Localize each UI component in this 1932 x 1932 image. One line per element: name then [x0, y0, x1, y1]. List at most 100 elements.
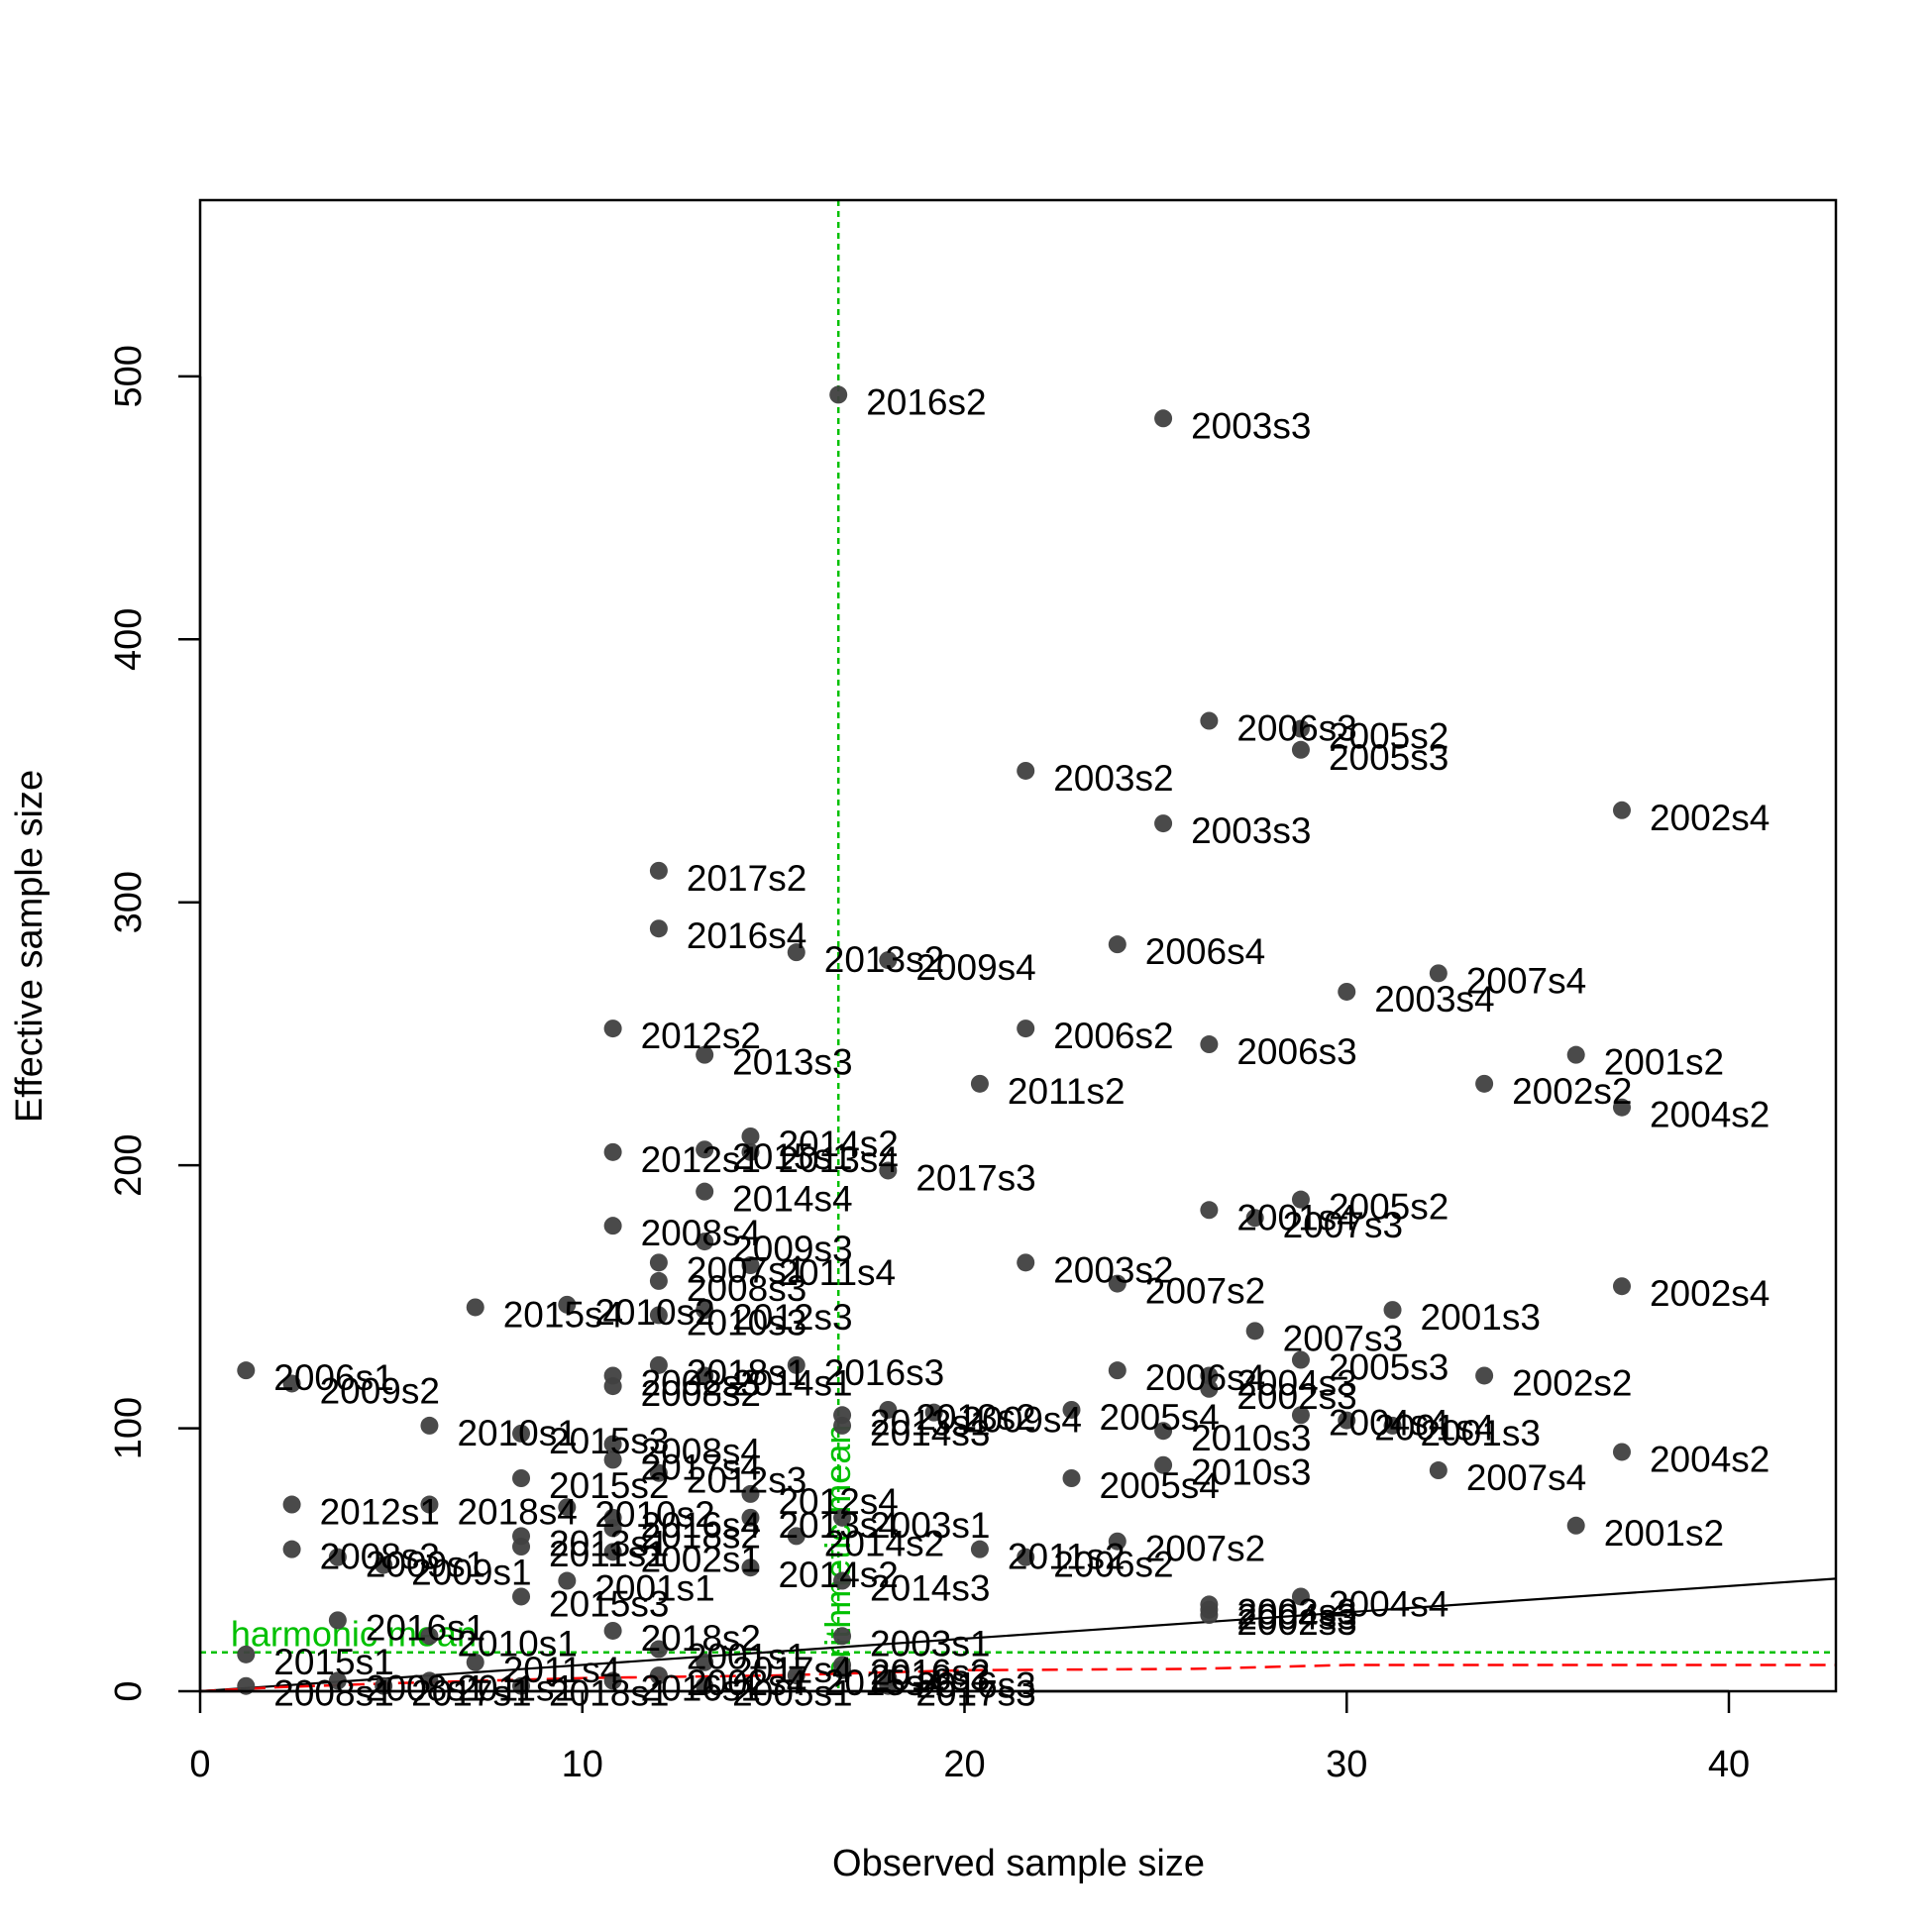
data-point: [466, 1298, 484, 1317]
data-point: [1154, 1422, 1173, 1441]
data-point: [328, 1671, 347, 1690]
data-point: [1017, 1548, 1035, 1566]
point-label: 2017s4: [732, 1650, 852, 1690]
point-label: 2017s1: [411, 1673, 531, 1714]
point-label: 2010s3: [1191, 1418, 1311, 1458]
point-label: 2002s3: [641, 1362, 761, 1403]
y-tick-label: 200: [108, 1133, 150, 1196]
point-label: 2002s3: [1236, 1591, 1356, 1632]
data-point: [282, 1495, 301, 1514]
data-point: [1017, 1253, 1035, 1272]
data-point: [879, 951, 898, 970]
point-label: 2011s1: [457, 1667, 575, 1708]
data-point: [833, 1508, 852, 1527]
data-point: [603, 1217, 622, 1235]
point-label: 2006s3: [1236, 1031, 1356, 1072]
point-label: 2013s2: [824, 939, 944, 980]
point-label: 2010s3: [1191, 1452, 1311, 1493]
data-point: [1200, 1366, 1219, 1385]
data-point: [1475, 1366, 1494, 1385]
data-point: [603, 1671, 622, 1690]
point-label: 2013s4: [778, 1505, 898, 1546]
data-point: [1108, 1274, 1127, 1293]
point-label: 2013s3: [732, 1042, 852, 1083]
point-label: 2002s4: [1650, 1273, 1770, 1314]
data-point: [1612, 1277, 1631, 1296]
data-point: [375, 1556, 393, 1574]
point-label: 2002s3: [1236, 1602, 1356, 1643]
point-label: 2003s4: [1374, 979, 1494, 1020]
point-label: 2007s1: [687, 1249, 806, 1290]
data-point: [1062, 1469, 1081, 1487]
data-point: [512, 1538, 531, 1556]
point-label: 2001s2: [1604, 1042, 1724, 1083]
data-point: [1429, 1461, 1448, 1480]
data-point: [603, 1142, 622, 1161]
data-point: [741, 1484, 760, 1503]
data-point: [1291, 1350, 1310, 1369]
data-point: [512, 1424, 531, 1443]
point-label: 2006s4: [1145, 1357, 1265, 1398]
point-label: 2007s2: [1145, 1529, 1265, 1569]
data-point: [237, 1645, 256, 1664]
data-point: [833, 1416, 852, 1435]
point-label: 2011s1: [549, 1534, 667, 1574]
point-label: 2001s1: [687, 1637, 806, 1677]
point-labels: 2016s22003s32006s32005s22005s32003s22002…: [273, 381, 1770, 1713]
data-point: [741, 1558, 760, 1577]
point-label: 2010s1: [457, 1623, 577, 1664]
point-label: 2001s3: [1421, 1413, 1541, 1453]
data-point: [466, 1653, 484, 1671]
point-label: 2015s4: [503, 1294, 623, 1335]
point-label: 2012s2: [641, 1016, 761, 1056]
data-point: [603, 1621, 622, 1640]
point-label: 2012s3: [687, 1460, 806, 1501]
data-point: [1200, 1035, 1219, 1054]
point-label: 2010s3: [687, 1302, 806, 1342]
point-label: 2016s4: [687, 915, 806, 956]
one-to-one-line: [199, 1577, 1837, 1693]
data-point: [787, 1527, 805, 1546]
y-tick-label: 100: [108, 1397, 150, 1459]
data-point: [1154, 409, 1173, 428]
data-point: [970, 1540, 989, 1558]
point-label: 2003s2: [1053, 758, 1173, 799]
point-label: 2016s4: [641, 1505, 761, 1546]
data-point: [1200, 1201, 1219, 1220]
data-point: [833, 1627, 852, 1646]
data-point: [1429, 964, 1448, 983]
point-label: 2015s3: [549, 1583, 669, 1624]
point-label: 2015s3: [549, 1421, 669, 1461]
data-point: [649, 861, 668, 880]
point-label: 2009s4: [915, 947, 1035, 988]
data-point: [829, 385, 848, 404]
point-label: 2013s1: [549, 1523, 669, 1563]
point-label: 2014s2: [778, 1124, 898, 1164]
point-label: 2017s3: [915, 1673, 1035, 1714]
data-point: [328, 1548, 347, 1566]
point-label: 2018s4: [457, 1492, 577, 1533]
point-label: 2003s2: [1053, 1249, 1173, 1290]
data-point: [1017, 1020, 1035, 1038]
data-point: [1245, 1209, 1264, 1228]
point-label: 2004s3: [1236, 1597, 1356, 1638]
point-label: 2004s2: [1650, 1095, 1770, 1135]
point-label: 2015s1: [273, 1642, 393, 1682]
point-label: 2012s3: [732, 1297, 852, 1338]
point-label: 2004s3: [1236, 1362, 1356, 1403]
point-label: 2014s3: [870, 1568, 990, 1609]
data-point: [787, 1355, 805, 1374]
point-label: 2008s3: [320, 1537, 440, 1577]
data-point: [1383, 1416, 1402, 1435]
x-tick-label: 30: [1326, 1744, 1367, 1785]
point-label: 2001s3: [1421, 1297, 1541, 1338]
data-point: [1291, 719, 1310, 738]
data-point: [649, 1271, 668, 1290]
point-label: 2011s4: [503, 1650, 621, 1690]
data-point: [696, 1182, 714, 1201]
data-point: [1154, 1455, 1173, 1474]
data-point: [1612, 1443, 1631, 1461]
point-label: 2011s2: [1008, 1537, 1126, 1577]
data-point: [603, 1519, 622, 1538]
x-tick-label: 0: [189, 1744, 210, 1785]
